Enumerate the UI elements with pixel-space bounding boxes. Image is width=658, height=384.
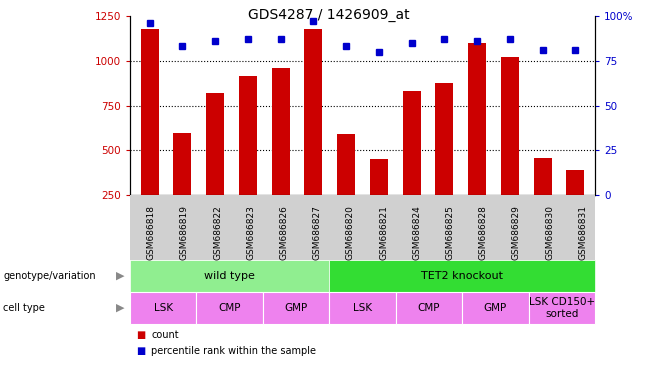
Text: percentile rank within the sample: percentile rank within the sample bbox=[151, 346, 316, 356]
Text: GMP: GMP bbox=[284, 303, 308, 313]
Text: count: count bbox=[151, 330, 179, 340]
Text: genotype/variation: genotype/variation bbox=[3, 271, 96, 281]
Bar bbox=[567, 170, 584, 240]
Text: GSM686820: GSM686820 bbox=[346, 205, 355, 260]
Text: LSK: LSK bbox=[353, 303, 372, 313]
Bar bbox=[370, 159, 388, 240]
Text: ▶: ▶ bbox=[116, 303, 124, 313]
Bar bbox=[337, 134, 355, 240]
Text: cell type: cell type bbox=[3, 303, 45, 313]
Text: LSK: LSK bbox=[154, 303, 173, 313]
Bar bbox=[534, 158, 551, 240]
Text: GSM686823: GSM686823 bbox=[246, 205, 255, 260]
Bar bbox=[272, 68, 290, 240]
Bar bbox=[239, 76, 257, 240]
Text: GSM686819: GSM686819 bbox=[180, 205, 189, 260]
Text: GSM686824: GSM686824 bbox=[413, 205, 421, 260]
Bar bbox=[206, 93, 224, 240]
Text: GDS4287 / 1426909_at: GDS4287 / 1426909_at bbox=[248, 8, 410, 22]
Bar bbox=[141, 30, 159, 240]
Bar bbox=[403, 91, 420, 240]
Text: GSM686825: GSM686825 bbox=[445, 205, 455, 260]
Text: GSM686822: GSM686822 bbox=[213, 205, 222, 260]
Text: ■: ■ bbox=[137, 330, 146, 340]
Text: GSM686828: GSM686828 bbox=[479, 205, 488, 260]
Text: GSM686826: GSM686826 bbox=[280, 205, 288, 260]
Text: CMP: CMP bbox=[418, 303, 440, 313]
Text: GMP: GMP bbox=[484, 303, 507, 313]
Text: TET2 knockout: TET2 knockout bbox=[421, 271, 503, 281]
Text: GSM686818: GSM686818 bbox=[147, 205, 155, 260]
Text: GSM686821: GSM686821 bbox=[379, 205, 388, 260]
Text: ■: ■ bbox=[137, 346, 146, 356]
Bar bbox=[501, 57, 519, 240]
Text: LSK CD150+
sorted: LSK CD150+ sorted bbox=[529, 297, 595, 319]
Bar bbox=[305, 30, 322, 240]
Text: wild type: wild type bbox=[204, 271, 255, 281]
Text: ▶: ▶ bbox=[116, 271, 124, 281]
Text: GSM686831: GSM686831 bbox=[578, 205, 588, 260]
Text: GSM686830: GSM686830 bbox=[545, 205, 554, 260]
Text: GSM686829: GSM686829 bbox=[512, 205, 521, 260]
Bar bbox=[174, 133, 191, 240]
Text: CMP: CMP bbox=[218, 303, 241, 313]
Bar bbox=[436, 83, 453, 240]
Text: GSM686827: GSM686827 bbox=[313, 205, 322, 260]
Bar bbox=[468, 43, 486, 240]
